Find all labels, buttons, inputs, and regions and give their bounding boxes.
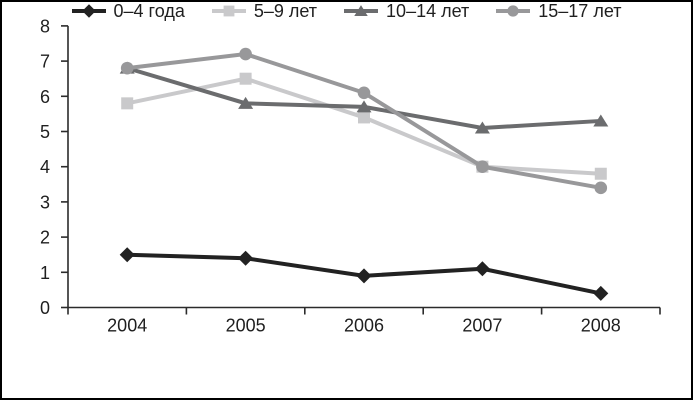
y-tick-label: 8 [40, 16, 50, 36]
legend-marker-triangle-icon [344, 5, 379, 16]
data-point-marker [356, 268, 372, 284]
data-point-marker [358, 111, 370, 124]
legend-label: 10–14 лет [386, 1, 470, 21]
legend-item-5-9-let: 5–9 лет [211, 1, 318, 21]
x-tick-label: 2007 [462, 316, 502, 336]
legend-label: 15–17 лет [538, 1, 622, 21]
x-tick-label: 2005 [226, 316, 266, 336]
data-point-marker [474, 261, 490, 277]
y-tick-label: 1 [40, 263, 50, 283]
data-point-marker [238, 250, 254, 266]
legend-marker-circle-icon [496, 5, 531, 17]
x-tick-label: 2008 [581, 316, 621, 336]
y-tick-label: 6 [40, 87, 50, 107]
data-point-marker [593, 285, 609, 301]
legend-marker-diamond-icon [71, 4, 106, 18]
legend-label: 0–4 года [113, 1, 185, 21]
y-tick-label: 3 [40, 192, 50, 212]
data-point-marker [507, 5, 519, 17]
legend-label: 5–9 лет [253, 1, 318, 21]
data-point-marker [239, 47, 252, 61]
y-tick-label: 4 [40, 157, 50, 177]
chart-legend: 0–4 года 5–9 лет 10–14 лет 15–17 лет [2, 2, 691, 20]
y-tick-label: 7 [40, 52, 50, 72]
data-point-marker [121, 97, 134, 110]
legend-item-15-17-let: 15–17 лет [496, 2, 621, 20]
data-point-marker [120, 61, 134, 75]
data-point-marker [476, 160, 489, 173]
data-point-marker [223, 5, 235, 17]
data-point-marker [354, 5, 368, 16]
data-point-marker [593, 114, 609, 127]
data-point-marker [594, 167, 607, 180]
data-point-marker [594, 181, 608, 195]
legend-item-10-14-let: 10–14 лет [344, 2, 469, 20]
data-point-marker [357, 86, 371, 100]
line-chart: 0 1 2 3 4 5 6 7 8 2004 2005 2006 2007 2008 [40, 16, 661, 336]
x-tick-label: 2004 [107, 316, 147, 336]
data-point-marker [81, 4, 96, 18]
data-point-marker [119, 247, 135, 263]
y-tick-label: 5 [40, 122, 50, 142]
legend-item-0-4-goda: 0–4 года [71, 1, 185, 21]
y-tick-label: 0 [40, 298, 50, 318]
data-point-marker [356, 100, 372, 113]
data-point-marker [239, 72, 252, 85]
series-3 [120, 47, 608, 195]
series-0 [119, 247, 609, 301]
x-tick-label: 2006 [344, 316, 384, 336]
data-point-marker [238, 96, 254, 109]
y-tick-label: 2 [40, 228, 50, 248]
legend-marker-square-icon [211, 5, 246, 17]
data-point-marker [474, 121, 490, 134]
